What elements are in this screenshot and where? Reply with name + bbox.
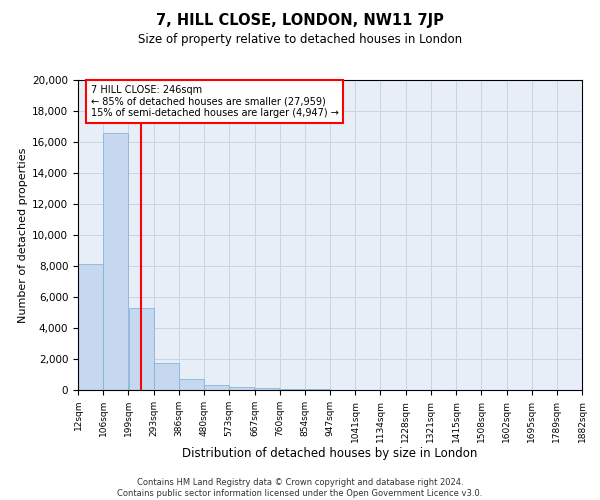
Bar [229, 387, 254, 390]
Bar [254, 388, 280, 390]
Text: Size of property relative to detached houses in London: Size of property relative to detached ho… [138, 32, 462, 46]
Bar [78, 264, 103, 390]
Bar [103, 132, 128, 390]
Bar [204, 384, 229, 390]
Bar [280, 389, 305, 390]
Text: Contains HM Land Registry data © Crown copyright and database right 2024.
Contai: Contains HM Land Registry data © Crown c… [118, 478, 482, 498]
Y-axis label: Number of detached properties: Number of detached properties [18, 148, 28, 322]
Text: 7 HILL CLOSE: 246sqm
← 85% of detached houses are smaller (27,959)
15% of semi-d: 7 HILL CLOSE: 246sqm ← 85% of detached h… [91, 84, 338, 118]
X-axis label: Distribution of detached houses by size in London: Distribution of detached houses by size … [182, 448, 478, 460]
Text: 7, HILL CLOSE, LONDON, NW11 7JP: 7, HILL CLOSE, LONDON, NW11 7JP [156, 12, 444, 28]
Bar [154, 363, 179, 390]
Bar [179, 379, 204, 390]
Bar [305, 389, 330, 390]
Bar [128, 308, 154, 390]
